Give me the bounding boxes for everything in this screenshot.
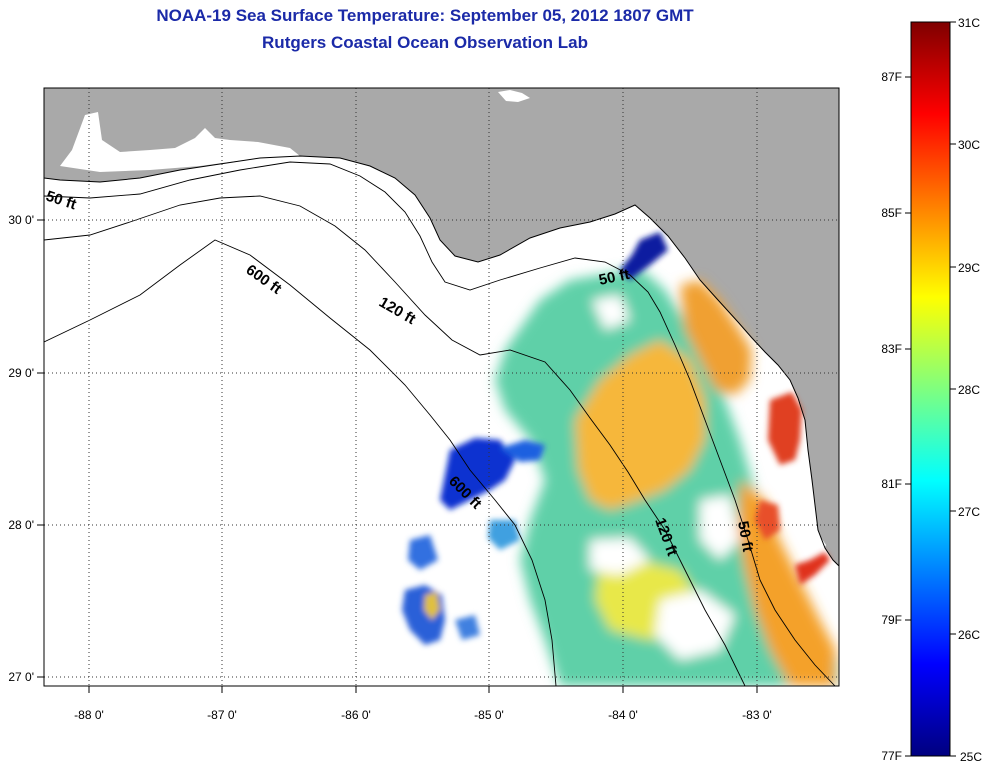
map-frame: 50 ft 600 ft 120 ft 50 ft 600 ft 120 ft …	[44, 88, 839, 686]
lon-label: -87 0'	[207, 708, 237, 722]
lat-label: 29 0'	[8, 366, 34, 380]
colorbar-celsius-label: 25C	[960, 750, 982, 764]
contour-50ft	[44, 161, 836, 686]
map-border	[43, 87, 840, 687]
colorbar-fahrenheit-label: 85F	[881, 206, 902, 220]
colorbar-fahrenheit-label: 77F	[881, 749, 902, 763]
contour-label: 50 ft	[734, 520, 756, 553]
map-subtitle: Rutgers Coastal Ocean Observation Lab	[262, 33, 588, 52]
contour-600ft	[44, 239, 557, 686]
colorbar-fahrenheit-label: 87F	[881, 70, 902, 84]
map-grid	[44, 88, 839, 686]
colorbar-celsius-label: 28C	[958, 383, 980, 397]
lon-label: -83 0'	[742, 708, 772, 722]
bathymetry-contours	[44, 161, 836, 686]
colorbar-celsius-label: 29C	[958, 261, 980, 275]
coastline	[44, 155, 839, 567]
lon-label: -84 0'	[608, 708, 638, 722]
lat-label: 30 0'	[8, 213, 34, 227]
colorbar-celsius-label: 30C	[958, 138, 980, 152]
lon-label: -88 0'	[74, 708, 104, 722]
colorbar-celsius-label: 31C	[958, 16, 980, 30]
colorbar-fahrenheit-label: 79F	[881, 613, 902, 627]
lon-label: -85 0'	[474, 708, 504, 722]
lat-label: 27 0'	[8, 670, 34, 684]
colorbar: 31C 30C 29C 28C 27C 26C 25C 87F 85F 83F …	[881, 16, 982, 764]
bay-inlets	[60, 112, 300, 172]
colorbar-fahrenheit-label: 81F	[881, 477, 902, 491]
map-title: NOAA-19 Sea Surface Temperature: Septemb…	[156, 6, 694, 25]
colorbar-celsius-label: 27C	[958, 505, 980, 519]
colorbar-gradient	[910, 21, 951, 757]
contour-label: 50 ft	[597, 266, 631, 289]
colorbar-fahrenheit-label: 83F	[881, 342, 902, 356]
contour-120ft	[44, 195, 746, 686]
lake-north	[498, 90, 530, 102]
lat-label: 28 0'	[8, 518, 34, 532]
axis-ticks	[37, 219, 758, 693]
colorbar-celsius-label: 26C	[958, 628, 980, 642]
lon-label: -86 0'	[341, 708, 371, 722]
